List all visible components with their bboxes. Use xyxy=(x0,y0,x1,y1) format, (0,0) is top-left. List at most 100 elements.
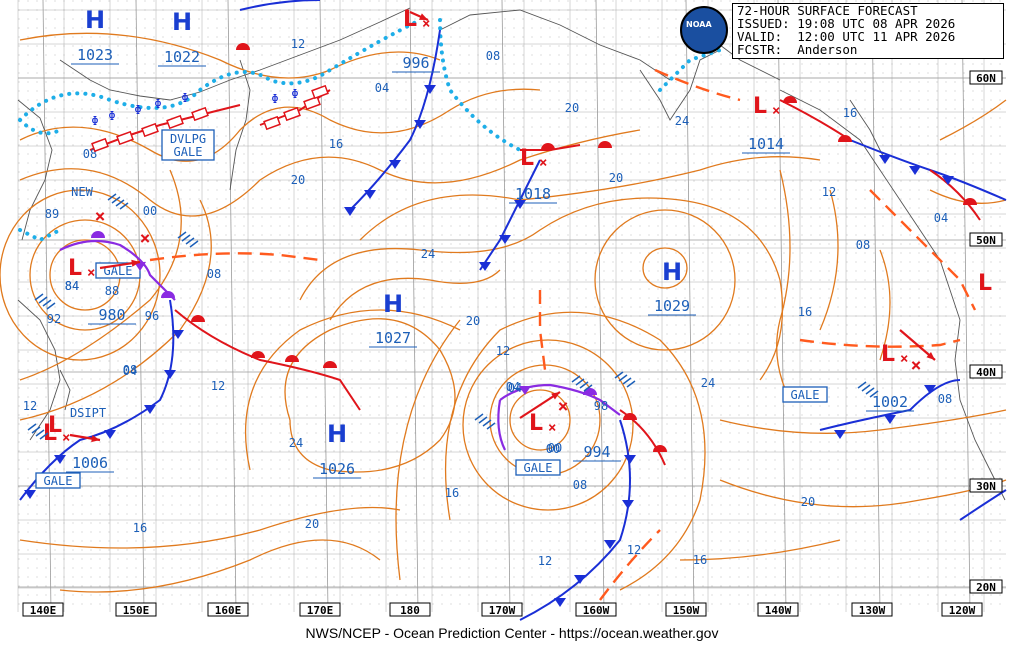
status-label: NEW xyxy=(71,185,93,199)
isobar-label: 04 xyxy=(506,380,520,394)
svg-text:40N: 40N xyxy=(976,366,996,379)
low-center: L × 1014 xyxy=(742,94,790,154)
high-center: H 1022 xyxy=(158,8,206,67)
cold-front-barb xyxy=(879,155,891,164)
wind-barb xyxy=(482,419,492,427)
isobar-label: 08 xyxy=(856,238,870,252)
warm-front-bump xyxy=(191,315,205,322)
isobar-label: 04 xyxy=(123,364,137,378)
svg-text:DVLPG: DVLPG xyxy=(170,132,206,146)
freezing-spray-symbol: Φ xyxy=(108,109,115,123)
svg-text:×: × xyxy=(62,430,70,446)
occluded-fronts xyxy=(59,239,621,451)
isobar-label: 12 xyxy=(496,344,510,358)
footer-credit[interactable]: NWS/NCEP - Ocean Prediction Center - htt… xyxy=(305,625,719,641)
svg-text:160E: 160E xyxy=(215,604,242,617)
svg-text:H: H xyxy=(85,6,105,34)
warm-front-bump xyxy=(251,351,265,358)
isobar-label: 20 xyxy=(466,314,480,328)
isobar-label: 12 xyxy=(23,399,37,413)
wind-barb xyxy=(42,299,52,307)
lat-label: 50N xyxy=(969,232,1003,247)
isobar-label: 20 xyxy=(565,101,579,115)
cold-front-barb xyxy=(104,430,116,439)
gale-warning-label: GALE xyxy=(782,386,828,403)
header-forecaster: FCSTR: Anderson xyxy=(737,42,858,57)
high-center: H 1029 xyxy=(648,258,696,316)
svg-text:994: 994 xyxy=(583,443,610,461)
low-center: L × 1002 xyxy=(866,342,914,412)
cold-front-barb xyxy=(144,405,156,414)
svg-text:×: × xyxy=(900,351,908,367)
wind-barb xyxy=(115,199,125,207)
track-box xyxy=(263,115,281,131)
warm-front-bump xyxy=(783,96,797,103)
cold-front-barb xyxy=(554,598,566,607)
low-center: L × 980 xyxy=(68,256,136,325)
svg-text:H: H xyxy=(662,258,682,286)
occluded-barb xyxy=(134,262,146,271)
isobar-label: 08 xyxy=(938,392,952,406)
wind-barb xyxy=(39,432,49,440)
low-center: L × 1018 xyxy=(509,146,557,204)
future-position-marker: × xyxy=(911,355,922,376)
wind-barb xyxy=(181,234,191,242)
svg-text:L: L xyxy=(520,146,534,171)
arrow-head xyxy=(91,435,100,443)
lat-label: 60N xyxy=(969,70,1003,85)
isobar-label: 04 xyxy=(375,81,389,95)
isobar-label: 04 xyxy=(508,381,522,395)
track-box xyxy=(283,106,301,122)
svg-text:GALE: GALE xyxy=(174,145,203,159)
cold-front-barb xyxy=(924,385,936,394)
lon-label: 170W xyxy=(481,602,523,617)
lat-label: 20N xyxy=(969,579,1003,594)
isobar-label: 92 xyxy=(47,312,61,326)
wind-barb xyxy=(583,384,593,392)
wind-barb xyxy=(575,378,585,386)
warm-front-bump xyxy=(598,141,612,148)
arrow-head xyxy=(551,392,560,400)
isobar-label: 12 xyxy=(538,554,552,568)
wind-barb xyxy=(46,302,56,310)
troughs xyxy=(149,68,977,601)
freezing-spray-symbol: Φ xyxy=(181,91,188,105)
isobar-label: 16 xyxy=(329,137,343,151)
svg-text:1018: 1018 xyxy=(515,185,551,203)
wind-barb xyxy=(865,387,875,395)
cold-front-barb xyxy=(604,540,616,549)
cold-front-barb xyxy=(909,166,921,175)
svg-text:L: L xyxy=(753,94,767,119)
isobar-label: 16 xyxy=(693,553,707,567)
svg-text:60N: 60N xyxy=(976,72,996,85)
warm-front-bump xyxy=(285,355,299,362)
svg-text:1029: 1029 xyxy=(654,297,690,315)
header-valid: VALID: 12:00 UTC 11 APR 2026 xyxy=(737,29,956,44)
logo-text: NOAA xyxy=(686,20,712,29)
gale-warning-label: GALE xyxy=(515,459,561,476)
isobar-label: 08 xyxy=(83,147,97,161)
future-position-marker: × xyxy=(558,396,569,417)
cold-front-barb xyxy=(514,200,526,209)
freezing-spray-symbol: Φ xyxy=(134,103,141,117)
warm-front-bump xyxy=(623,413,637,420)
wind-barb xyxy=(486,422,496,430)
svg-text:H: H xyxy=(383,290,403,318)
low-symbol: L xyxy=(978,271,992,296)
isobar-label: 84 xyxy=(65,279,79,293)
wind-barb xyxy=(27,423,37,431)
isobar-label: 12 xyxy=(627,543,641,557)
lon-label: 150E xyxy=(115,602,157,617)
isobar-label: 04 xyxy=(934,211,948,225)
cold-front-barb xyxy=(574,575,586,584)
cold-front-barb xyxy=(54,455,66,464)
cold-front-barb xyxy=(364,190,376,199)
high-center: H 1026 xyxy=(313,420,361,479)
freezing-spray-symbol: Φ xyxy=(291,87,298,101)
svg-text:L: L xyxy=(68,256,82,281)
cold-front-barb xyxy=(344,207,356,216)
isobar-label: 20 xyxy=(291,173,305,187)
svg-text:150E: 150E xyxy=(123,604,150,617)
isobar-label: 16 xyxy=(843,106,857,120)
lon-label: 120W xyxy=(941,602,983,617)
